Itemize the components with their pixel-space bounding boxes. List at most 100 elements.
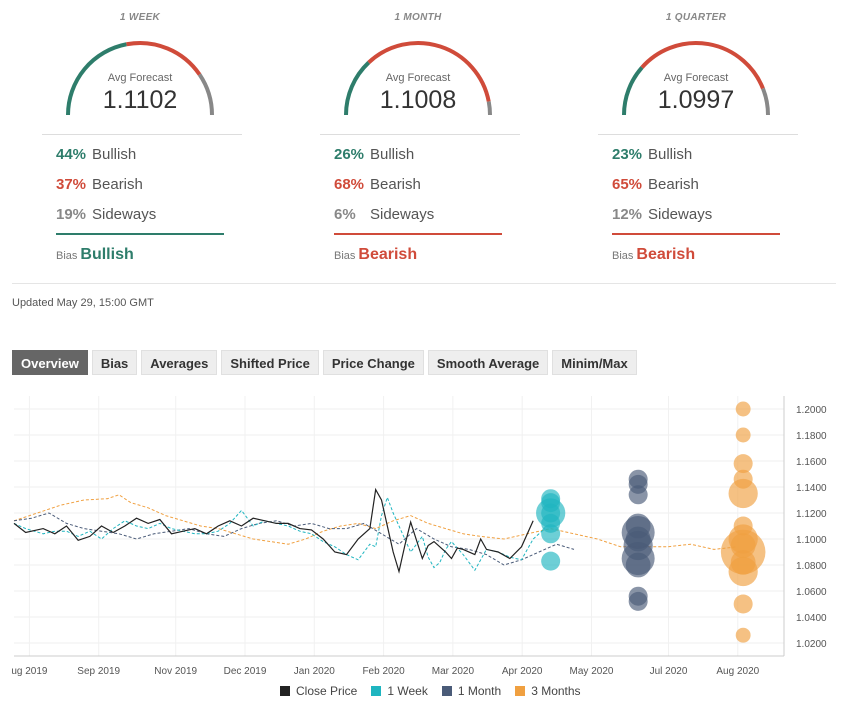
bullish-pct: 44%: [56, 146, 87, 163]
y-tick-label: 1.1000: [796, 535, 827, 546]
bullish-row: 44% Bullish: [56, 146, 136, 163]
bearish-row: 37% Bearish: [56, 176, 143, 193]
legend-swatch: [371, 686, 382, 696]
gauge-segment-green: [344, 61, 371, 115]
forecast-chart: 1.2000 1.1800 1.1600 1.1400 1.1200 1.1000 1.08…: [11, 396, 827, 677]
panel-title: 1 WEEK: [119, 12, 161, 23]
sideways-label: Sideways: [370, 206, 435, 223]
bearish-label: Bearish: [370, 176, 421, 193]
gauge-segment-red: [126, 41, 202, 76]
divider: [42, 134, 242, 135]
bearish-pct: 65%: [612, 176, 643, 193]
gauge-segment-gray: [761, 87, 770, 115]
legend-1-week[interactable]: 1 Week: [371, 684, 428, 698]
x-tick-label: Mar 2020: [432, 666, 475, 677]
legend-close-price[interactable]: Close Price: [280, 684, 357, 698]
gauge-segment-green: [622, 66, 644, 115]
y-tick-label: 1.1400: [796, 483, 827, 494]
tab-minim-max[interactable]: Minim/Max: [552, 350, 637, 375]
section-divider: [12, 283, 836, 284]
gauge-segment-red: [640, 41, 765, 90]
legend-label: 3 Months: [531, 684, 581, 698]
legend-3-months[interactable]: 3 Months: [515, 684, 581, 698]
avg-forecast-label: Avg Forecast: [385, 72, 451, 84]
bias-label: Bias: [56, 250, 78, 262]
avg-forecast-label: Avg Forecast: [663, 72, 729, 84]
x-tick-label: Dec 2019: [224, 666, 267, 677]
legend-swatch: [280, 686, 290, 696]
gauge-segment-red: [367, 41, 491, 102]
tab-averages[interactable]: Averages: [141, 350, 218, 375]
legend-swatch: [515, 686, 526, 696]
bubble-3-months: [733, 454, 753, 474]
bullish-label: Bullish: [370, 146, 415, 163]
avg-forecast-value: 1.1102: [102, 86, 178, 114]
bias: Bias Bearish: [612, 246, 695, 264]
bias-line: [56, 233, 224, 235]
gauge-segment-gray: [486, 101, 492, 115]
bubble-1-week: [541, 551, 561, 571]
tab-price-change[interactable]: Price Change: [322, 350, 424, 375]
y-tick-label: 1.0200: [796, 639, 827, 650]
y-tick-label: 1.0800: [796, 561, 827, 572]
bubble-3-months: [735, 427, 751, 443]
y-tick-label: 1.1800: [796, 431, 827, 442]
x-tick-label: Apr 2020: [502, 666, 543, 677]
bearish-row: 65% Bearish: [612, 176, 699, 193]
panel-title: 1 QUARTER: [665, 12, 727, 23]
sideways-pct: 19%: [56, 206, 87, 223]
bullish-row: 26% Bullish: [334, 146, 414, 163]
bias-value: Bearish: [636, 246, 696, 263]
x-tick-label: ug 2019: [11, 666, 48, 677]
bias: Bias Bearish: [334, 246, 417, 264]
divider: [320, 134, 520, 135]
bias-line: [612, 233, 780, 235]
x-tick-label: May 2020: [570, 666, 614, 677]
bearish-pct: 37%: [56, 176, 87, 193]
chart-tabs: Overview Bias Averages Shifted Price Pri…: [12, 350, 637, 375]
avg-forecast-value: 1.0997: [657, 86, 735, 114]
y-tick-label: 1.2000: [796, 405, 827, 416]
divider: [598, 134, 798, 135]
x-tick-label: Aug 2020: [716, 666, 759, 677]
tab-smooth-average[interactable]: Smooth Average: [427, 350, 549, 375]
x-tick-label: Nov 2019: [154, 666, 197, 677]
bullish-row: 23% Bullish: [612, 146, 692, 163]
x-tick-label: Feb 2020: [362, 666, 405, 677]
sideways-pct: 6%: [334, 206, 356, 223]
bias-line: [334, 233, 502, 235]
legend-swatch: [441, 686, 452, 696]
gauge-1-quarter: [622, 41, 770, 115]
bullish-pct: 26%: [334, 146, 365, 163]
bearish-label: Bearish: [648, 176, 699, 193]
bubble-3-months: [735, 401, 751, 417]
avg-forecast-label: Avg Forecast: [107, 72, 173, 84]
bubble-1-week: [541, 524, 561, 544]
series-3-months: [13, 494, 738, 550]
legend-label: Close Price: [296, 684, 358, 698]
legend-label: 1 Month: [457, 684, 502, 698]
series-close-price: [13, 487, 534, 574]
bullish-label: Bullish: [648, 146, 693, 163]
x-tick-label: Sep 2019: [77, 666, 120, 677]
sideways-pct: 12%: [612, 206, 643, 223]
bias-label: Bias: [612, 250, 634, 262]
legend-1-month[interactable]: 1 Month: [441, 684, 502, 698]
bubble-1-month: [628, 485, 648, 505]
bearish-label: Bearish: [92, 176, 143, 193]
gauge-segment-green: [66, 42, 127, 115]
series-1-week: [13, 495, 546, 572]
bubble-3-months: [735, 627, 751, 643]
tab-overview[interactable]: Overview: [12, 350, 88, 375]
avg-forecast-value: 1.1008: [379, 86, 457, 114]
bullish-pct: 23%: [612, 146, 643, 163]
x-tick-label: Jul 2020: [650, 666, 688, 677]
gauge-segment-gray: [197, 73, 214, 115]
bias-value: Bearish: [358, 246, 418, 263]
sideways-row: 19% Sideways: [56, 206, 156, 223]
bearish-pct: 68%: [334, 176, 365, 193]
y-tick-label: 1.0400: [796, 613, 827, 624]
tab-bias[interactable]: Bias: [91, 350, 138, 375]
tab-shifted-price[interactable]: Shifted Price: [221, 350, 319, 375]
bearish-row: 68% Bearish: [334, 176, 421, 193]
